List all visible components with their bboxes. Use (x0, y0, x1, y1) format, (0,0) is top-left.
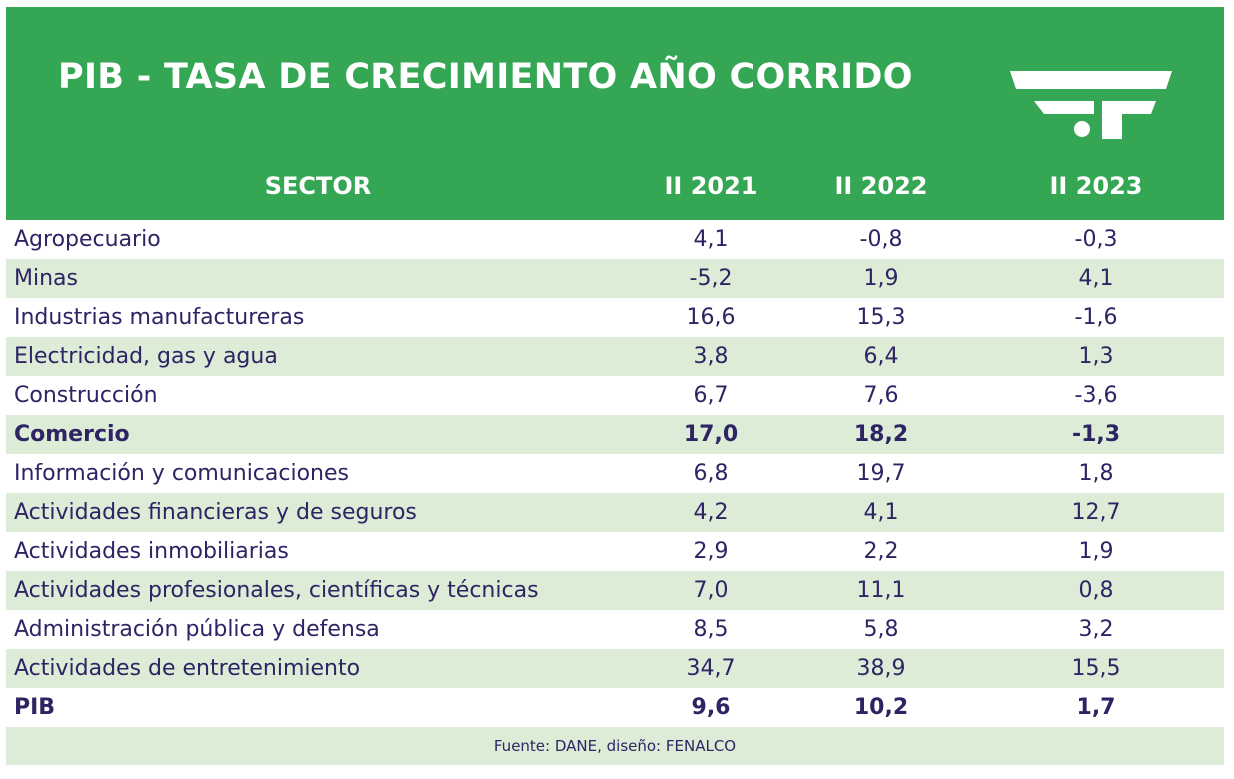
value-cell: 16,6 (686, 305, 736, 330)
table-row: Actividades financieras y de seguros 4,2 4… (6, 493, 1224, 532)
sector-name-cell: Administración pública y defensa (14, 617, 380, 642)
value-cell: -0,8 (859, 227, 903, 252)
value-cell: 1,9 (863, 266, 899, 291)
value-cell: -1,3 (1071, 422, 1121, 447)
value-cell: 3,8 (693, 344, 729, 369)
value-cell: 1,3 (1078, 344, 1114, 369)
value-cell: 15,3 (856, 305, 906, 330)
value-cell: -5,2 (689, 266, 733, 291)
value-cell: 9,6 (691, 695, 731, 720)
value-cell: 7,0 (693, 578, 729, 603)
value-cell: 2,2 (863, 539, 899, 564)
table-row: Actividades profesionales, científicas y… (6, 571, 1224, 610)
value-cell: 6,4 (863, 344, 899, 369)
sector-name-cell: Actividades profesionales, científicas y… (14, 578, 539, 603)
sector-name-cell: Información y comunicaciones (14, 461, 349, 486)
table-row: Actividades de entretenimiento 34,7 38,9 15… (6, 649, 1224, 688)
column-header-2021: II 2021 (664, 172, 758, 200)
table-header: PIB - TASA DE CRECIMIENTO AÑO CORRIDO SE… (6, 7, 1224, 220)
value-cell: 7,6 (863, 383, 899, 408)
table-row: Actividades inmobiliarias 2,9 2,2 1,9 (6, 532, 1224, 571)
sector-name-cell: Electricidad, gas y agua (14, 344, 278, 369)
value-cell: 4,1 (1078, 266, 1114, 291)
column-header-sector: SECTOR (264, 172, 372, 200)
column-header-2022: II 2022 (834, 172, 928, 200)
column-header-2023: II 2023 (1049, 172, 1143, 200)
sector-name-cell: Agropecuario (14, 227, 161, 252)
sector-name-cell: Actividades de entretenimiento (14, 656, 361, 681)
sector-name-cell: Construcción (14, 383, 158, 408)
table-row: Construcción 6,7 7,6 -3,6 (6, 376, 1224, 415)
table-footer: Fuente: DANE, diseño: FENALCO (6, 727, 1224, 765)
table-row: PIB 9,6 10,2 1,7 (6, 688, 1224, 727)
value-cell: 15,5 (1071, 656, 1121, 681)
value-cell: 4,1 (863, 500, 899, 525)
table-row: Minas -5,2 1,9 4,1 (6, 259, 1224, 298)
value-cell: 10,2 (853, 695, 909, 720)
value-cell: 1,8 (1078, 461, 1114, 486)
value-cell: 4,2 (693, 500, 729, 525)
table-title: PIB - TASA DE CRECIMIENTO AÑO CORRIDO (58, 57, 913, 97)
sector-name-cell: Comercio (14, 422, 130, 447)
sector-name-cell: PIB (14, 695, 56, 720)
table-row: Agropecuario 4,1 -0,8 -0,3 (6, 220, 1224, 259)
table-row: Administración pública y defensa 8,5 5,8 3,… (6, 610, 1224, 649)
value-cell: 17,0 (683, 422, 739, 447)
sector-name-cell: Actividades financieras y de seguros (14, 500, 417, 525)
value-cell: 4,1 (693, 227, 729, 252)
value-cell: 6,7 (693, 383, 729, 408)
table-row: Industrias manufactureras 16,6 15,3 -1,6 (6, 298, 1224, 337)
value-cell: 2,9 (693, 539, 729, 564)
table-body: Agropecuario 4,1 -0,8 -0,3 Minas -5,2 1,9 4,1 In… (6, 220, 1224, 727)
sector-name-cell: Actividades inmobiliarias (14, 539, 289, 564)
value-cell: 34,7 (686, 656, 736, 681)
fenalco-logo-icon (1010, 71, 1172, 139)
table-frame: PIB - TASA DE CRECIMIENTO AÑO CORRIDO SE… (6, 7, 1224, 765)
sector-name-cell: Industrias manufactureras (14, 305, 305, 330)
value-cell: 18,2 (853, 422, 909, 447)
value-cell: -0,3 (1074, 227, 1118, 252)
table-row: Comercio 17,0 18,2 -1,3 (6, 415, 1224, 454)
value-cell: 11,1 (856, 578, 906, 603)
value-cell: 6,8 (693, 461, 729, 486)
value-cell: 8,5 (693, 617, 729, 642)
value-cell: 12,7 (1071, 500, 1121, 525)
value-cell: 1,9 (1078, 539, 1114, 564)
value-cell: 5,8 (863, 617, 899, 642)
table-row: Electricidad, gas y agua 3,8 6,4 1,3 (6, 337, 1224, 376)
value-cell: 0,8 (1078, 578, 1114, 603)
value-cell: 3,2 (1078, 617, 1114, 642)
value-cell: -3,6 (1074, 383, 1118, 408)
source-note: Fuente: DANE, diseño: FENALCO (493, 737, 737, 755)
value-cell: 1,7 (1076, 695, 1116, 720)
value-cell: 38,9 (856, 656, 906, 681)
sector-name-cell: Minas (14, 266, 78, 291)
value-cell: 19,7 (856, 461, 906, 486)
value-cell: -1,6 (1074, 305, 1118, 330)
table-row: Información y comunicaciones 6,8 19,7 1,8 (6, 454, 1224, 493)
